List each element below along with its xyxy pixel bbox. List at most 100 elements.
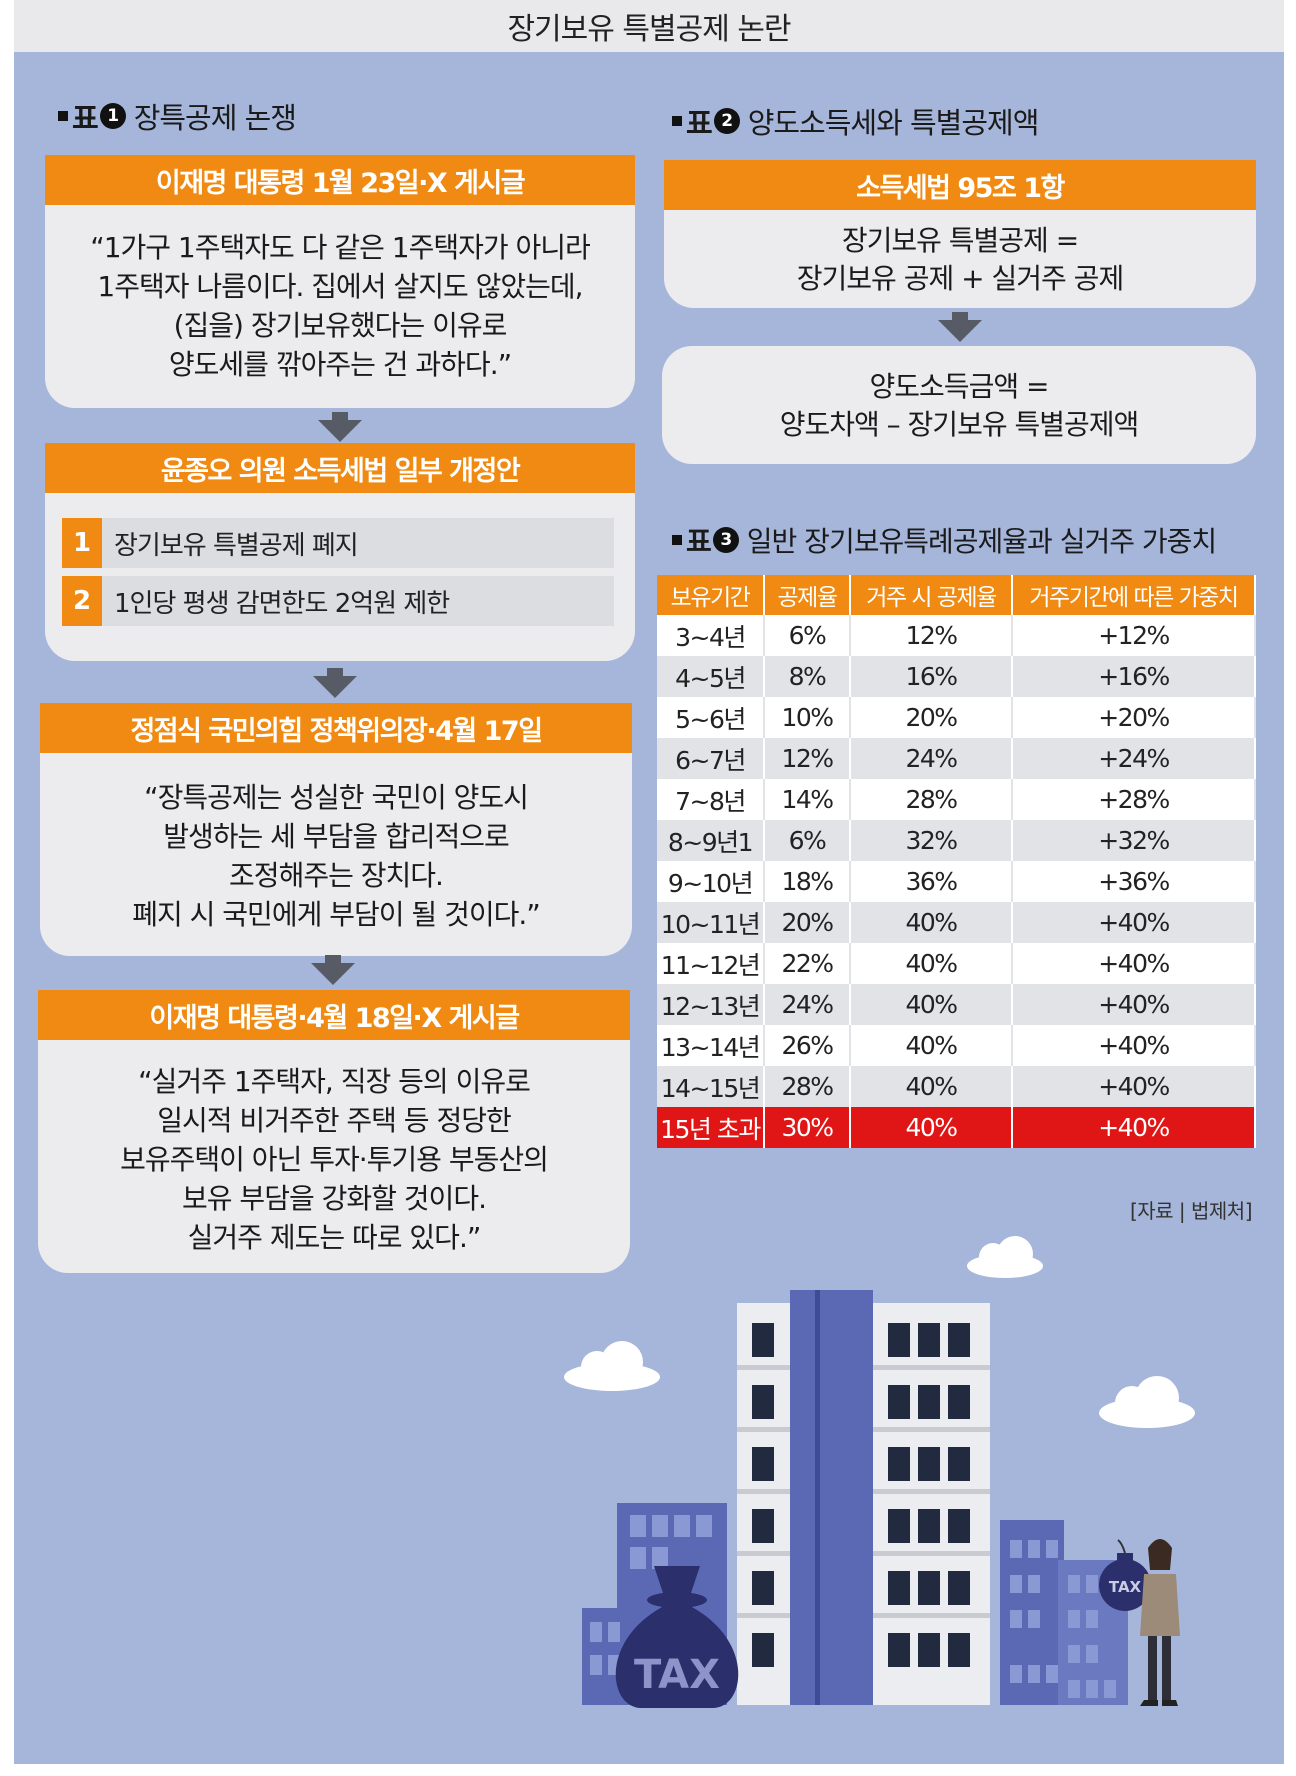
table-cell: 4~5년 xyxy=(657,656,765,697)
block1-quote: “1가구 1주택자도 다 같은 1주택자가 아니라 1주택자 나름이다. 집에서… xyxy=(90,231,591,381)
page-title: 장기보유 특별공제 논란 xyxy=(14,0,1284,52)
table-cell: 28% xyxy=(850,779,1013,820)
bomb-tax-label: TAX xyxy=(1109,1578,1142,1596)
table3-number-badge: 3 xyxy=(712,527,739,553)
table2-prefix: 표 xyxy=(686,106,713,140)
table-cell: 10% xyxy=(764,697,851,738)
item-number-badge: 1 xyxy=(62,518,102,568)
table-row: 11~12년 22% 40% +40% xyxy=(657,943,1256,984)
table-cell: +28% xyxy=(1012,779,1256,820)
table-cell: +12% xyxy=(1012,615,1256,656)
table-cell: 10~11년 xyxy=(657,902,765,943)
table-cell: 5~6년 xyxy=(657,697,765,738)
table-row: 15년 초과 30% 40% +40% xyxy=(657,1107,1256,1148)
table-cell: +40% xyxy=(1012,902,1256,943)
table-cell: 28% xyxy=(764,1066,851,1107)
table-cell: 40% xyxy=(850,1025,1013,1066)
table-row: 7~8년 14% 28% +28% xyxy=(657,779,1256,820)
cloud-icon xyxy=(967,1236,1043,1278)
bullet-square-icon xyxy=(672,116,682,126)
column-header: 거주기간에 따른 가중치 xyxy=(1012,575,1256,615)
table-row: 6~7년 12% 24% +24% xyxy=(657,738,1256,779)
person-figure xyxy=(1140,1539,1180,1706)
arrow-stem xyxy=(332,412,348,422)
block3-quote: “장특공제는 성실한 국민이 양도시 발생하는 세 부담을 합리적으로 조정해주… xyxy=(132,781,541,931)
table1-number-badge: 1 xyxy=(99,103,126,129)
table-cell: 15년 초과 xyxy=(657,1107,765,1148)
item-text: 1인당 평생 감면한도 2억원 제한 xyxy=(114,588,450,619)
formula-2: 양도소득금액 = 양도차액 – 장기보유 특별공제액 xyxy=(779,370,1140,441)
block1-label: 이재명 대통령 1월 23일·X 게시글 xyxy=(45,155,635,205)
table-cell: 20% xyxy=(850,697,1013,738)
table1-prefix: 표 xyxy=(72,101,99,135)
apartment-tower xyxy=(737,1290,990,1705)
table-cell: 40% xyxy=(850,984,1013,1025)
list-item: 2 1인당 평생 감면한도 2억원 제한 xyxy=(62,576,614,626)
table-cell: 7~8년 xyxy=(657,779,765,820)
tax-money-bag-icon: TAX xyxy=(615,1566,739,1708)
table-cell: +36% xyxy=(1012,861,1256,902)
table-cell: 40% xyxy=(850,1066,1013,1107)
table3-prefix: 표 xyxy=(686,525,712,558)
table-cell: 26% xyxy=(764,1025,851,1066)
table-cell: +20% xyxy=(1012,697,1256,738)
block2-label: 윤종오 의원 소득세법 일부 개정안 xyxy=(45,443,635,493)
block4-label: 이재명 대통령·4월 18일·X 게시글 xyxy=(38,990,630,1040)
table-row: 9~10년 18% 36% +36% xyxy=(657,861,1256,902)
table-cell: 9~10년 xyxy=(657,861,765,902)
table-cell: 12~13년 xyxy=(657,984,765,1025)
table-cell: 36% xyxy=(850,861,1013,902)
block4-quote: “실거주 1주택자, 직장 등의 이유로 일시적 비거주한 주택 등 정당한 보… xyxy=(120,1065,549,1254)
table-cell: 11~12년 xyxy=(657,943,765,984)
table-cell: 30% xyxy=(764,1107,851,1148)
table-cell: 24% xyxy=(764,984,851,1025)
table-cell: +40% xyxy=(1012,1066,1256,1107)
table-row: 3~4년 6% 12% +12% xyxy=(657,615,1256,656)
table-cell: 24% xyxy=(850,738,1013,779)
table-cell: 6% xyxy=(764,820,851,861)
table-cell: 22% xyxy=(764,943,851,984)
table-cell: +24% xyxy=(1012,738,1256,779)
table2-number-badge: 2 xyxy=(713,108,740,134)
table-header-row: 보유기간 공제율 거주 시 공제율 거주기간에 따른 가중치 xyxy=(657,575,1256,615)
table-row: 12~13년 24% 40% +40% xyxy=(657,984,1256,1025)
table1-title-text: 장특공제 논쟁 xyxy=(133,101,297,135)
table3-title-text: 일반 장기보유특례공제율과 실거주 가중치 xyxy=(746,525,1217,558)
column-header: 공제율 xyxy=(764,575,851,615)
table-cell: 6~7년 xyxy=(657,738,765,779)
table1-title: 표 1 장특공제 논쟁 xyxy=(58,95,297,137)
table-cell: 3~4년 xyxy=(657,615,765,656)
table2-title-text: 양도소득세와 특별공제액 xyxy=(747,106,1040,140)
down-arrow-icon xyxy=(311,963,355,985)
table-cell: 14% xyxy=(764,779,851,820)
table-cell: 18% xyxy=(764,861,851,902)
table-cell: +40% xyxy=(1012,1107,1256,1148)
table-cell: 16% xyxy=(850,656,1013,697)
bag-tax-label: TAX xyxy=(634,1652,720,1698)
table-cell: 20% xyxy=(764,902,851,943)
table-row: 8~9년1 6% 32% +32% xyxy=(657,820,1256,861)
item-text: 장기보유 특별공제 폐지 xyxy=(114,530,359,561)
arrow-stem xyxy=(325,955,341,965)
bullet-square-icon xyxy=(58,111,68,121)
item-number-badge: 2 xyxy=(62,576,102,626)
table-row: 14~15년 28% 40% +40% xyxy=(657,1066,1256,1107)
table-cell: +40% xyxy=(1012,943,1256,984)
arrow-stem xyxy=(327,668,343,678)
block3-label: 정점식 국민의힘 정책위의장·4월 17일 xyxy=(40,703,632,753)
table-cell: 40% xyxy=(850,1107,1013,1148)
column-header: 보유기간 xyxy=(657,575,765,615)
list-item: 1 장기보유 특별공제 폐지 xyxy=(62,518,614,568)
table2-label: 소득세법 95조 1항 xyxy=(664,160,1256,210)
table-cell: 40% xyxy=(850,902,1013,943)
bullet-square-icon xyxy=(672,535,682,545)
cloud-icon xyxy=(1099,1376,1195,1428)
down-arrow-icon xyxy=(318,420,362,442)
down-arrow-icon xyxy=(938,320,982,342)
table-cell: +32% xyxy=(1012,820,1256,861)
table-cell: +40% xyxy=(1012,1025,1256,1066)
arrow-stem xyxy=(952,312,968,322)
column-header: 거주 시 공제율 xyxy=(850,575,1013,615)
table-cell: 13~14년 xyxy=(657,1025,765,1066)
